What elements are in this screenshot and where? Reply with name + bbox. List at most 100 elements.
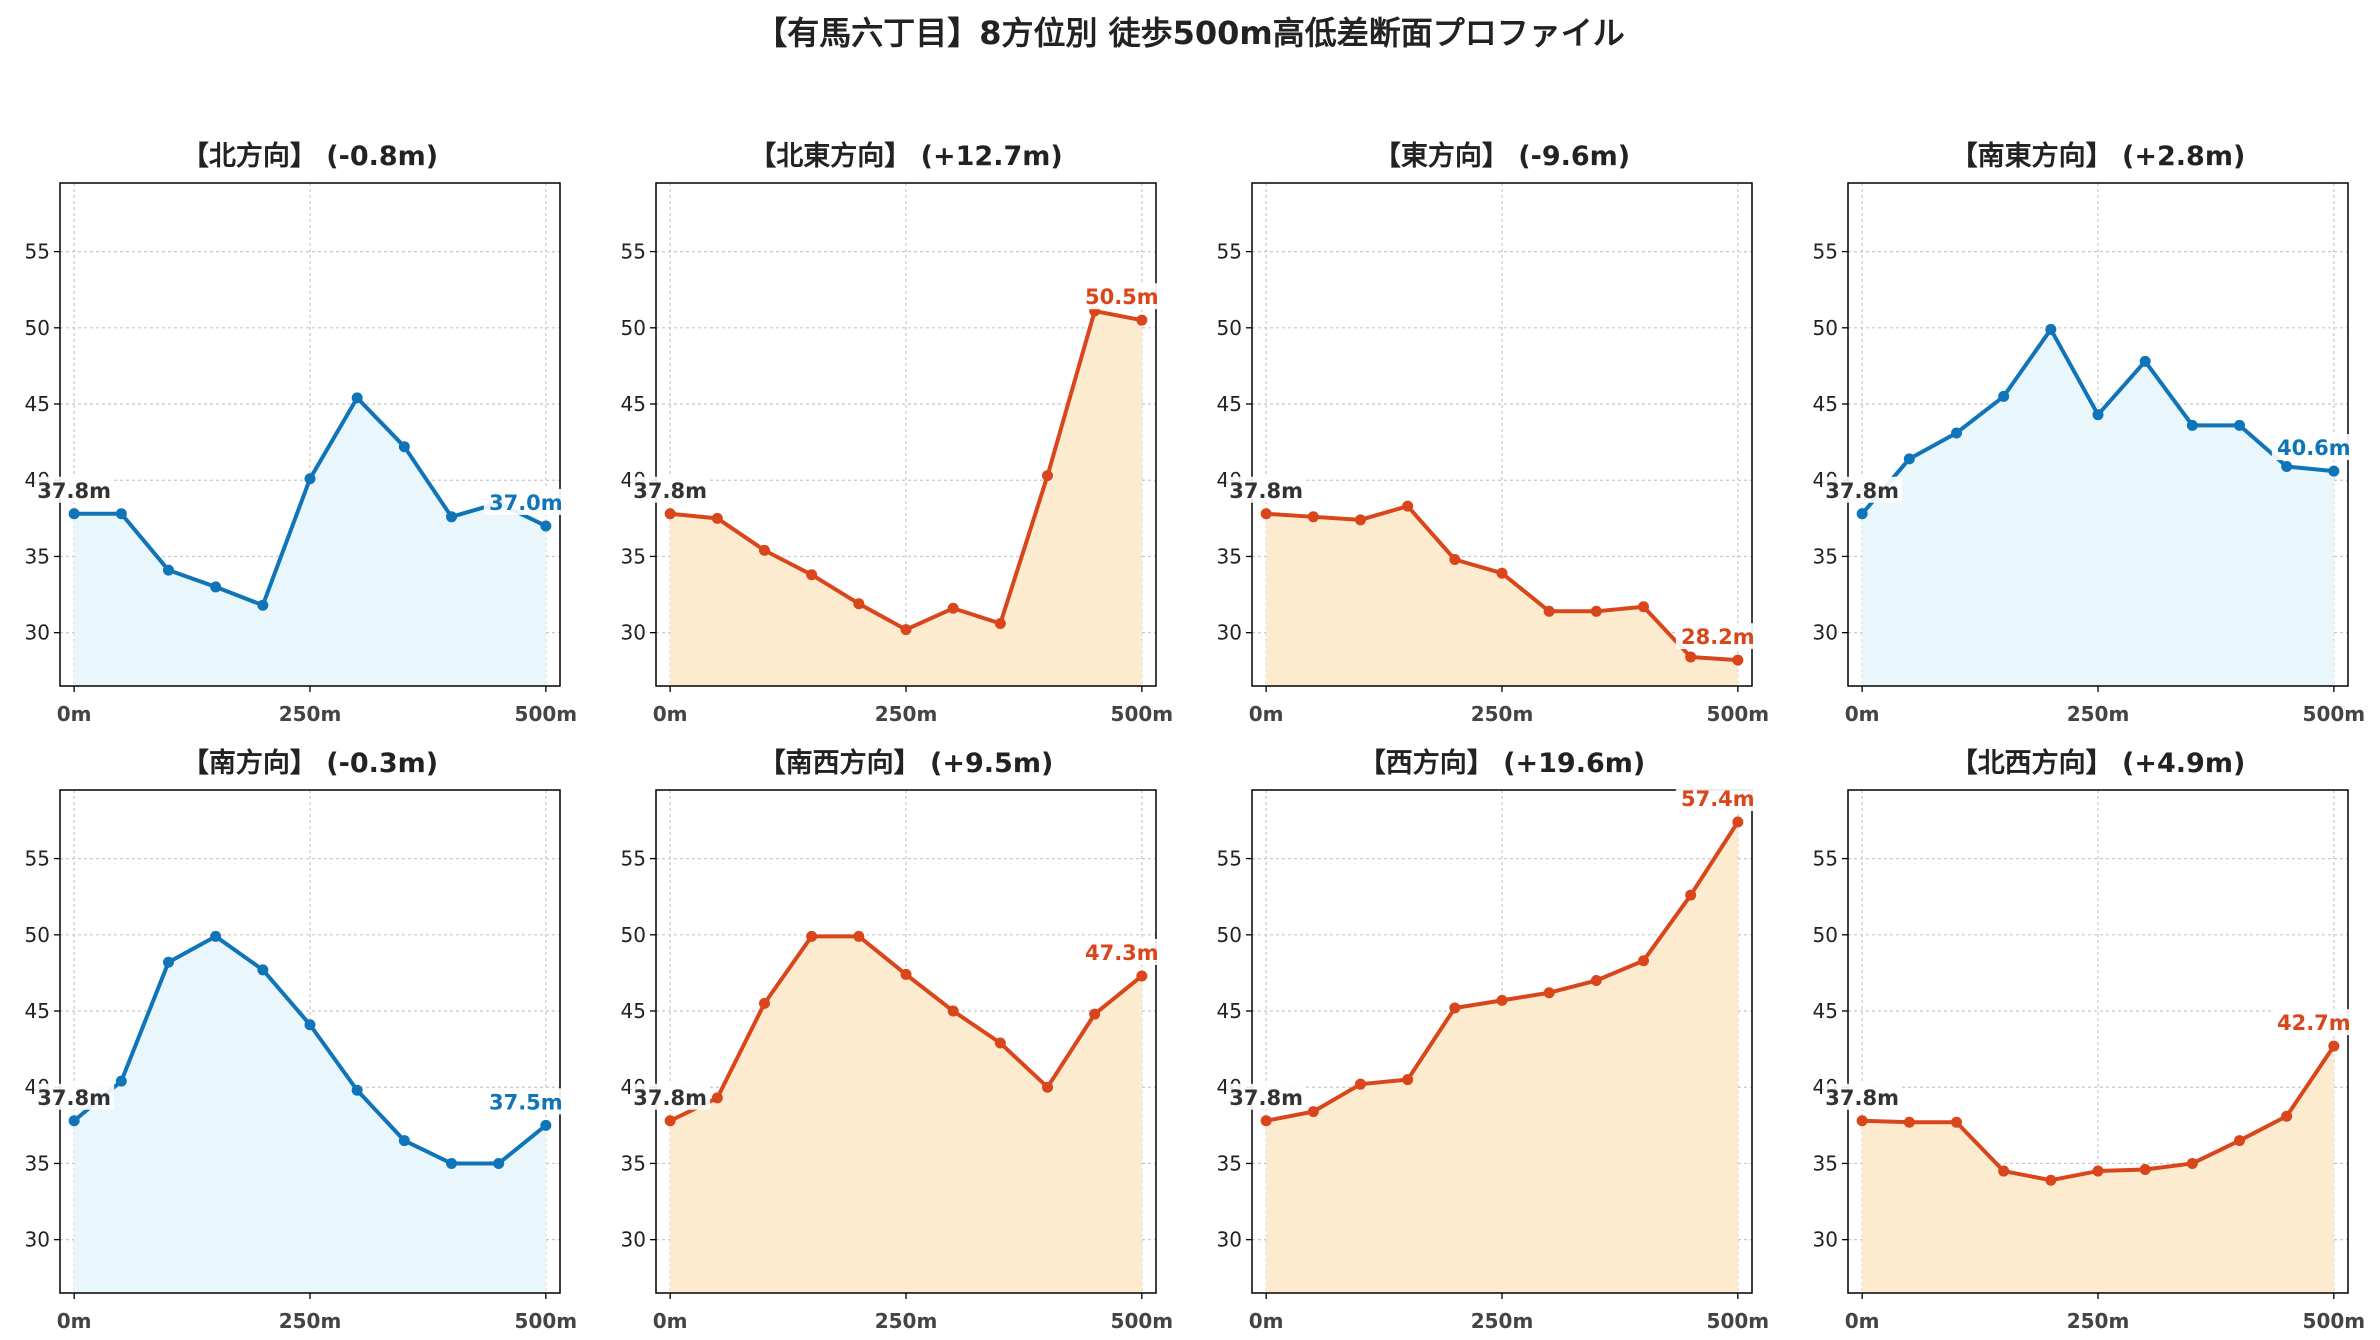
- data-point: [1543, 605, 1555, 617]
- panel-title: 【北方向】 (-0.8m): [182, 140, 438, 172]
- x-tick-label: 0m: [1249, 1309, 1284, 1333]
- data-point: [2092, 409, 2104, 421]
- area-fill: [1862, 329, 2334, 686]
- data-point: [1042, 1081, 1054, 1093]
- end-elevation-label: 50.5m: [1085, 285, 1159, 309]
- data-point: [446, 1157, 458, 1169]
- data-point: [758, 544, 770, 556]
- data-point: [446, 511, 458, 523]
- y-tick-label: 30: [621, 1228, 646, 1252]
- data-point: [1260, 508, 1272, 520]
- y-tick-label: 55: [621, 847, 646, 871]
- data-point: [398, 1135, 410, 1147]
- y-tick-label: 50: [1217, 923, 1242, 947]
- y-tick-label: 55: [1813, 240, 1838, 264]
- data-point: [257, 964, 269, 976]
- start-label-box: [34, 476, 115, 503]
- start-elevation-label: 37.8m: [37, 479, 111, 503]
- elevation-panel-4: 【南東方向】 (+2.8m)3035404550550m250m500m37.8…: [1813, 140, 2366, 726]
- data-point: [162, 956, 174, 968]
- data-point: [1402, 500, 1414, 512]
- data-point: [1307, 511, 1319, 523]
- end-elevation-label: 28.2m: [1681, 625, 1755, 649]
- data-point: [1685, 889, 1697, 901]
- data-point: [2328, 465, 2340, 477]
- end-label-box: [483, 1088, 568, 1115]
- y-tick-label: 55: [1217, 240, 1242, 264]
- y-tick-label: 45: [25, 392, 50, 416]
- start-elevation-label: 37.8m: [1825, 479, 1899, 503]
- x-tick-label: 500m: [1707, 702, 1770, 726]
- data-point: [994, 1037, 1006, 1049]
- data-point: [2186, 1157, 2198, 1169]
- data-point: [398, 441, 410, 453]
- data-point: [1496, 994, 1508, 1006]
- data-point: [68, 508, 80, 520]
- elevation-panel-7: 【西方向】 (+19.6m)3035404550550m250m500m37.8…: [1217, 747, 1770, 1333]
- panel-title: 【南西方向】 (+9.5m): [759, 747, 1054, 779]
- panel-title: 【北東方向】 (+12.7m): [749, 140, 1062, 172]
- data-point: [304, 1019, 316, 1031]
- data-point: [900, 624, 912, 636]
- y-tick-label: 30: [1217, 1228, 1242, 1252]
- data-point: [1307, 1106, 1319, 1118]
- data-point: [2281, 461, 2293, 473]
- panel-title: 【北西方向】 (+4.9m): [1951, 747, 2246, 779]
- data-point: [540, 1119, 552, 1131]
- end-label-box: [1079, 938, 1164, 965]
- end-label-box: [1675, 785, 1760, 812]
- start-label-box: [1822, 1083, 1903, 1110]
- data-point: [994, 618, 1006, 630]
- x-tick-label: 250m: [279, 1309, 342, 1333]
- data-point: [1950, 427, 1962, 439]
- end-label-box: [1675, 623, 1760, 650]
- x-tick-label: 0m: [653, 1309, 688, 1333]
- y-tick-label: 30: [1813, 1228, 1838, 1252]
- data-point: [1136, 314, 1148, 326]
- y-tick-label: 50: [1813, 316, 1838, 340]
- end-label-box: [2271, 434, 2356, 461]
- data-point: [900, 968, 912, 980]
- data-point: [304, 473, 316, 485]
- y-tick-label: 35: [1217, 1151, 1242, 1175]
- data-point: [664, 1115, 676, 1127]
- data-point: [853, 598, 865, 610]
- start-elevation-label: 37.8m: [1825, 1086, 1899, 1110]
- data-point: [806, 930, 818, 942]
- data-point: [1685, 651, 1697, 663]
- start-elevation-label: 37.8m: [633, 1086, 707, 1110]
- y-tick-label: 35: [621, 1151, 646, 1175]
- data-point: [1590, 975, 1602, 987]
- data-point: [947, 602, 959, 614]
- data-point: [2139, 1164, 2151, 1176]
- y-tick-label: 50: [621, 316, 646, 340]
- data-point: [1950, 1116, 1962, 1128]
- end-elevation-label: 42.7m: [2277, 1011, 2351, 1035]
- data-point: [758, 997, 770, 1009]
- y-tick-label: 55: [1813, 847, 1838, 871]
- figure-title: 【有馬六丁目】8方位別 徒歩500m高低差断面プロファイル: [755, 14, 1625, 52]
- data-point: [540, 520, 552, 532]
- data-point: [115, 1075, 127, 1087]
- area-fill: [1266, 822, 1738, 1293]
- y-tick-label: 35: [25, 1151, 50, 1175]
- data-point: [1449, 553, 1461, 565]
- y-tick-label: 45: [621, 392, 646, 416]
- data-point: [2139, 355, 2151, 367]
- data-point: [1856, 508, 1868, 520]
- area-fill: [1862, 1046, 2334, 1293]
- data-point: [115, 508, 127, 520]
- y-tick-label: 50: [1813, 923, 1838, 947]
- x-tick-label: 500m: [2303, 702, 2366, 726]
- end-label-box: [1079, 283, 1164, 310]
- y-tick-label: 30: [1217, 621, 1242, 645]
- y-tick-label: 55: [621, 240, 646, 264]
- data-point: [493, 1157, 505, 1169]
- start-label-box: [630, 476, 711, 503]
- y-tick-label: 35: [1217, 544, 1242, 568]
- y-tick-label: 45: [25, 999, 50, 1023]
- x-tick-label: 0m: [57, 1309, 92, 1333]
- data-point: [711, 1092, 723, 1104]
- data-point: [1543, 987, 1555, 999]
- x-tick-label: 0m: [1249, 702, 1284, 726]
